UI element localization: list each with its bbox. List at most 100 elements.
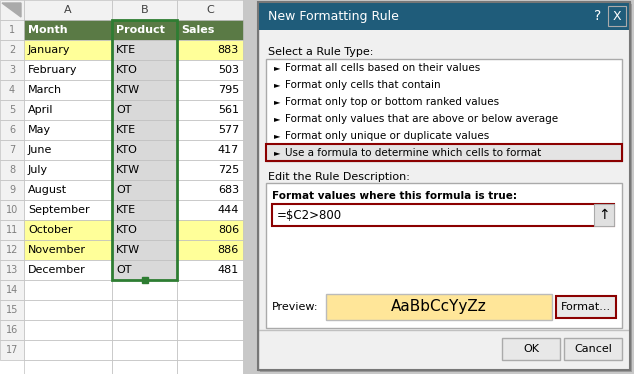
- Text: A: A: [64, 5, 72, 15]
- Text: AaBbCcYyZz: AaBbCcYyZz: [391, 300, 487, 315]
- Text: 5: 5: [9, 105, 15, 115]
- Text: 883: 883: [217, 45, 239, 55]
- Bar: [177, 260, 243, 280]
- Text: 8: 8: [9, 165, 15, 175]
- Bar: [608, 6, 626, 26]
- Bar: [0, 280, 24, 300]
- Text: KTO: KTO: [116, 145, 138, 155]
- Bar: [112, 0, 177, 20]
- Text: New Formatting Rule: New Formatting Rule: [268, 9, 399, 22]
- Bar: [260, 4, 632, 372]
- Bar: [177, 240, 243, 260]
- Text: 683: 683: [218, 185, 239, 195]
- Text: Sales: Sales: [181, 25, 214, 35]
- Text: April: April: [28, 105, 53, 115]
- Text: 725: 725: [217, 165, 239, 175]
- Bar: [177, 0, 243, 20]
- Text: December: December: [28, 265, 86, 275]
- Text: KTW: KTW: [116, 165, 140, 175]
- Bar: [24, 300, 112, 320]
- Text: Format only unique or duplicate values: Format only unique or duplicate values: [285, 131, 489, 141]
- Bar: [24, 80, 112, 100]
- Text: 503: 503: [218, 65, 239, 75]
- Text: 561: 561: [218, 105, 239, 115]
- Bar: [112, 80, 177, 100]
- Text: 7: 7: [9, 145, 15, 155]
- Bar: [112, 340, 177, 360]
- Bar: [177, 360, 243, 374]
- Bar: [24, 260, 112, 280]
- Bar: [0, 160, 24, 180]
- Bar: [0, 200, 24, 220]
- Text: Format all cells based on their values: Format all cells based on their values: [285, 62, 480, 73]
- Text: 16: 16: [6, 325, 18, 335]
- Bar: [0, 340, 24, 360]
- Bar: [326, 294, 552, 320]
- Bar: [258, 2, 630, 370]
- Bar: [564, 338, 622, 360]
- Text: Select a Rule Type:: Select a Rule Type:: [268, 47, 373, 57]
- Bar: [24, 160, 112, 180]
- Bar: [112, 200, 177, 220]
- Bar: [0, 40, 24, 60]
- Text: KTW: KTW: [116, 245, 140, 255]
- Bar: [177, 280, 243, 300]
- Text: 4: 4: [9, 85, 15, 95]
- Bar: [0, 0, 243, 374]
- Text: B: B: [141, 5, 148, 15]
- Bar: [0, 0, 24, 20]
- Bar: [0, 220, 24, 240]
- Bar: [258, 2, 630, 370]
- Bar: [177, 140, 243, 160]
- Bar: [24, 140, 112, 160]
- Text: Format values where this formula is true:: Format values where this formula is true…: [272, 191, 517, 201]
- Text: 481: 481: [217, 265, 239, 275]
- Text: 3: 3: [9, 65, 15, 75]
- Text: 886: 886: [217, 245, 239, 255]
- Polygon shape: [2, 3, 21, 17]
- Text: Product: Product: [116, 25, 165, 35]
- Bar: [177, 20, 243, 40]
- Text: 417: 417: [217, 145, 239, 155]
- Bar: [112, 180, 177, 200]
- Text: Format only values that are above or below average: Format only values that are above or bel…: [285, 113, 558, 123]
- Bar: [0, 140, 24, 160]
- Text: 14: 14: [6, 285, 18, 295]
- Text: ►: ►: [274, 148, 280, 157]
- Bar: [112, 100, 177, 120]
- Bar: [24, 0, 112, 20]
- Bar: [177, 60, 243, 80]
- Bar: [177, 180, 243, 200]
- Text: Format only top or bottom ranked values: Format only top or bottom ranked values: [285, 96, 499, 107]
- Bar: [112, 40, 177, 60]
- Text: June: June: [28, 145, 53, 155]
- Bar: [24, 360, 112, 374]
- Bar: [112, 240, 177, 260]
- Text: KTO: KTO: [116, 65, 138, 75]
- Text: OK: OK: [523, 344, 539, 354]
- Text: Use a formula to determine which cells to format: Use a formula to determine which cells t…: [285, 147, 541, 157]
- Bar: [177, 80, 243, 100]
- Text: 795: 795: [217, 85, 239, 95]
- Text: 444: 444: [217, 205, 239, 215]
- Bar: [266, 144, 622, 161]
- Text: Format...: Format...: [561, 302, 611, 312]
- Text: 17: 17: [6, 345, 18, 355]
- Text: 577: 577: [217, 125, 239, 135]
- Bar: [502, 338, 560, 360]
- Bar: [177, 40, 243, 60]
- Bar: [0, 80, 24, 100]
- Bar: [112, 140, 177, 160]
- Bar: [0, 120, 24, 140]
- Bar: [177, 320, 243, 340]
- Text: 806: 806: [218, 225, 239, 235]
- Text: 2: 2: [9, 45, 15, 55]
- Text: October: October: [28, 225, 72, 235]
- Text: March: March: [28, 85, 62, 95]
- Bar: [556, 296, 616, 318]
- Bar: [24, 120, 112, 140]
- Bar: [0, 240, 24, 260]
- Text: KTO: KTO: [116, 225, 138, 235]
- Text: 15: 15: [6, 305, 18, 315]
- Text: 11: 11: [6, 225, 18, 235]
